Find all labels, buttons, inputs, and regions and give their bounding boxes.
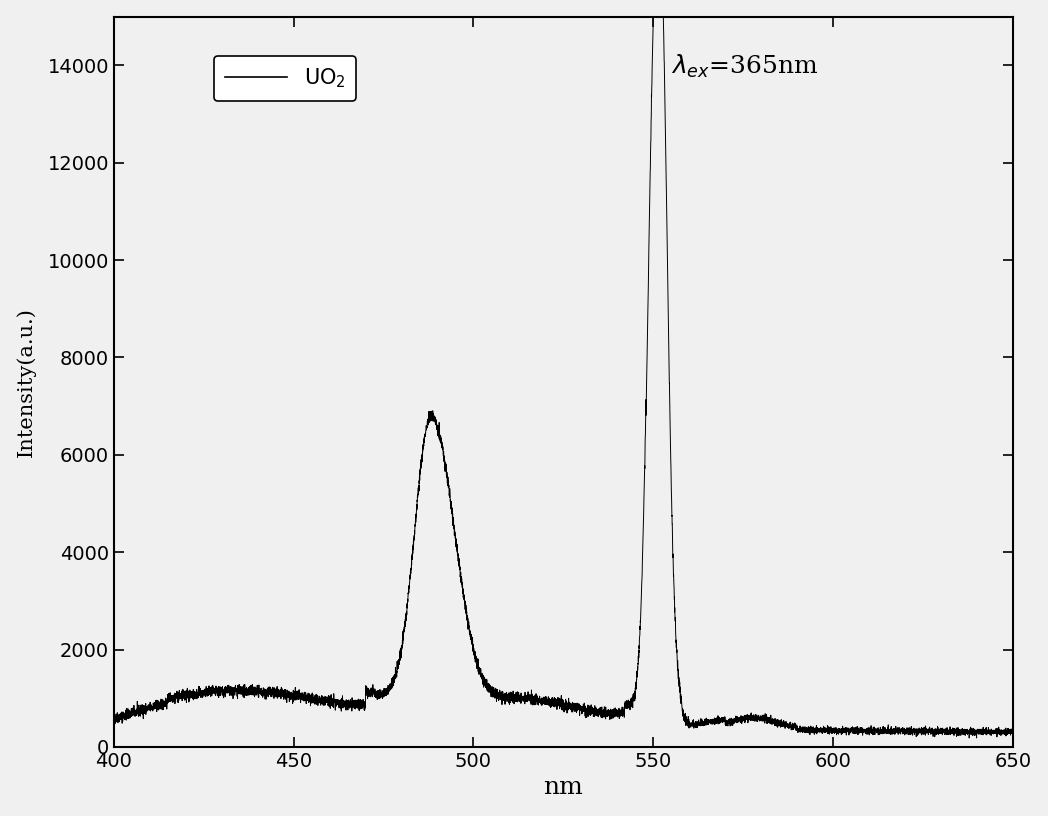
Text: $\lambda_{ex}$=365nm: $\lambda_{ex}$=365nm: [671, 53, 818, 81]
X-axis label: nm: nm: [544, 776, 583, 800]
Legend: UO$_2$: UO$_2$: [214, 56, 356, 100]
Y-axis label: Intensity(a.u.): Intensity(a.u.): [17, 307, 37, 457]
